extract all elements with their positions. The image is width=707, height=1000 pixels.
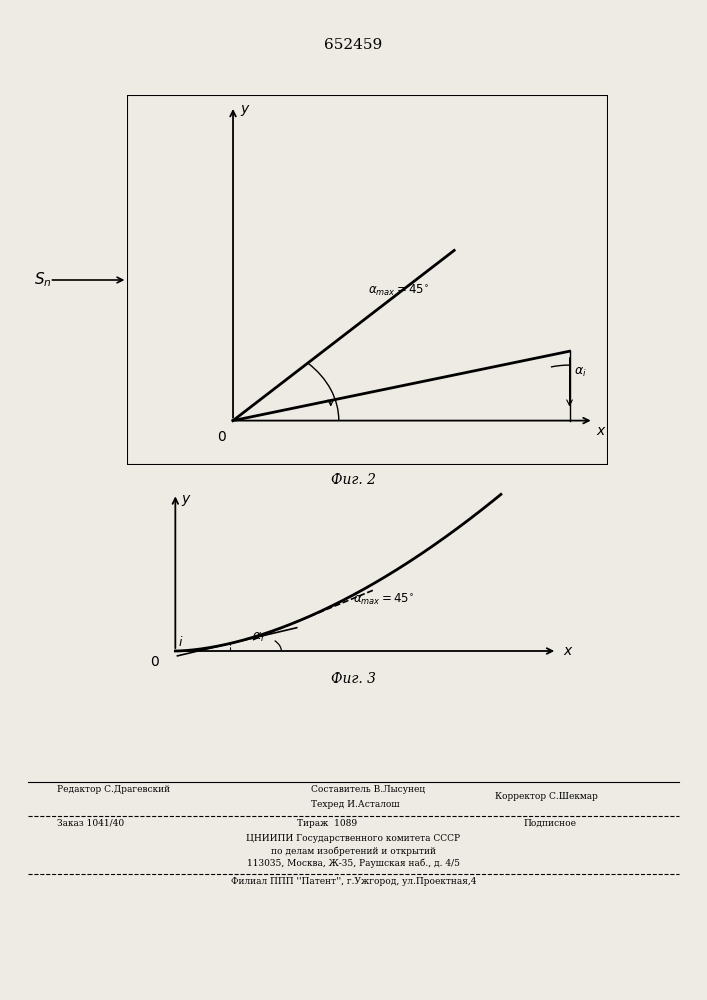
Text: Техред И.Асталош: Техред И.Асталош	[311, 800, 399, 809]
Text: 0: 0	[216, 430, 226, 444]
Text: $\alpha_{max}=45^{\circ}$: $\alpha_{max}=45^{\circ}$	[368, 283, 429, 298]
Text: Корректор С.Шекмар: Корректор С.Шекмар	[495, 792, 598, 801]
Text: Редактор С.Драгевский: Редактор С.Драгевский	[57, 785, 170, 794]
Text: $\alpha_i$: $\alpha_i$	[574, 366, 587, 379]
Text: x: x	[563, 644, 572, 658]
Text: Заказ 1041/40: Заказ 1041/40	[57, 819, 124, 828]
Text: Подписное: Подписное	[523, 819, 576, 828]
Text: по делам изобретений и открытий: по делам изобретений и открытий	[271, 846, 436, 856]
Text: ЦНИИПИ Государственного комитета СССР: ЦНИИПИ Государственного комитета СССР	[247, 834, 460, 843]
Text: y: y	[240, 102, 248, 116]
Text: x: x	[597, 424, 605, 438]
Text: Тираж  1089: Тираж 1089	[297, 819, 357, 828]
Text: Фиг. 2: Фиг. 2	[331, 473, 376, 487]
Text: 0: 0	[150, 654, 158, 668]
Text: Фиг. 3: Фиг. 3	[331, 672, 376, 686]
Text: $\alpha_i$: $\alpha_i$	[252, 630, 264, 644]
Text: 652459: 652459	[325, 38, 382, 52]
Text: i: i	[179, 636, 182, 649]
Text: $\alpha_{max}=45^{\circ}$: $\alpha_{max}=45^{\circ}$	[353, 592, 414, 607]
Text: 113035, Москва, Ж-35, Раушская наб., д. 4/5: 113035, Москва, Ж-35, Раушская наб., д. …	[247, 858, 460, 867]
Text: Филиал ППП ''Патент'', г.Ужгород, ул.Проектная,4: Филиал ППП ''Патент'', г.Ужгород, ул.Про…	[230, 877, 477, 886]
Text: $S_n$: $S_n$	[33, 271, 52, 289]
Text: y: y	[182, 492, 190, 506]
Text: Составитель В.Лысунец: Составитель В.Лысунец	[311, 785, 425, 794]
